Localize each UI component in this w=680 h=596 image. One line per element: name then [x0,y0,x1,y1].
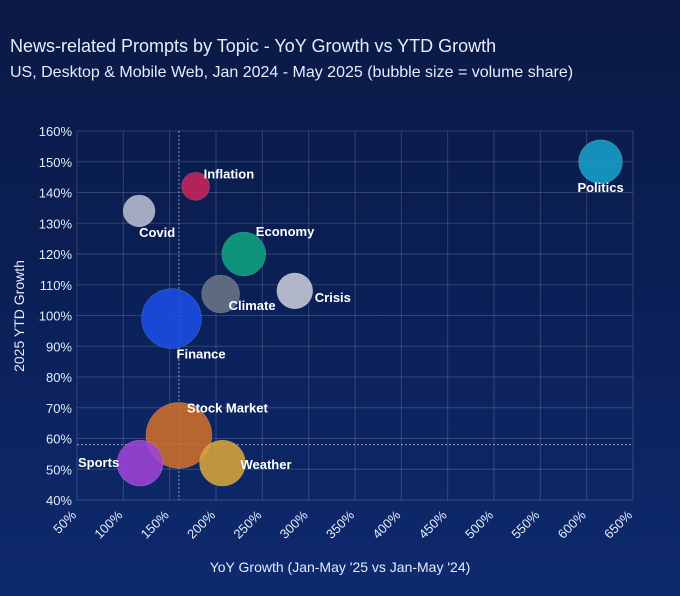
bubble-finance [141,288,202,349]
y-tick-label: 120% [39,247,73,262]
bubble-label-politics: Politics [577,180,623,195]
y-tick-label: 40% [46,493,72,508]
bubble-label-weather: Weather [240,457,291,472]
y-tick-label: 140% [39,186,73,201]
y-tick-label: 90% [46,339,72,354]
y-axis-ticks: 40% 50% 60% 70% 80% 90% 100% 110% 120% 130% 140% 15… [39,124,73,508]
y-axis-label: 2025 YTD Growth [11,260,27,372]
bubble-weather [199,439,246,487]
y-tick-label: 70% [46,401,72,416]
bubble-label-economy: Economy [256,224,315,239]
y-tick-label: 150% [39,155,73,170]
bubble-crisis [276,272,314,310]
bubble-inflation [181,172,210,201]
y-tick-label: 100% [39,309,73,324]
x-axis-label: YoY Growth (Jan-May '25 vs Jan-May '24) [210,559,471,575]
x-tick-label: 600% [555,507,589,541]
chart-subtitle: US, Desktop & Mobile Web, Jan 2024 - May… [10,64,574,81]
x-tick-label: 650% [601,507,635,541]
x-tick-label: 400% [369,507,403,541]
bubble-label-crisis: Crisis [315,290,351,305]
x-tick-label: 300% [277,507,311,541]
x-axis-ticks: 50% 100% 150% 200% 250% 300% 350% 400% 450% 500% 5… [50,507,635,541]
x-tick-label: 350% [323,507,357,541]
y-tick-label: 160% [39,124,73,139]
bubble-labels: Politics Inflation Covid Economy Crisis Clima… [78,166,624,472]
grid [76,130,634,501]
x-tick-label: 250% [230,507,264,541]
x-tick-label: 50% [50,507,79,536]
y-tick-label: 110% [40,278,73,293]
y-tick-label: 60% [46,432,72,447]
x-tick-label: 100% [91,507,125,541]
x-tick-label: 450% [416,507,450,541]
bubble-label-stock-market: Stock Market [187,400,269,415]
bubble-climate [201,274,240,314]
bubble-label-covid: Covid [139,225,175,240]
y-tick-label: 130% [39,216,73,231]
x-tick-label: 500% [462,507,496,541]
bubble-label-inflation: Inflation [204,166,255,181]
chart-title: News-related Prompts by Topic - YoY Grow… [10,36,497,56]
bubble-stock-market [145,402,213,469]
bubble-label-climate: Climate [229,298,276,313]
x-tick-label: 550% [508,507,542,541]
bubble-politics [578,139,623,184]
x-tick-label: 200% [184,507,218,541]
bubble-sports [116,439,164,487]
bubble-label-finance: Finance [177,347,226,362]
bubble-economy [221,231,267,277]
x-tick-label: 150% [138,507,172,541]
y-tick-label: 50% [46,462,72,477]
bubble-covid [122,194,156,228]
bubbles [116,139,623,487]
y-tick-label: 80% [46,370,72,385]
bubble-label-sports: Sports [78,455,119,470]
